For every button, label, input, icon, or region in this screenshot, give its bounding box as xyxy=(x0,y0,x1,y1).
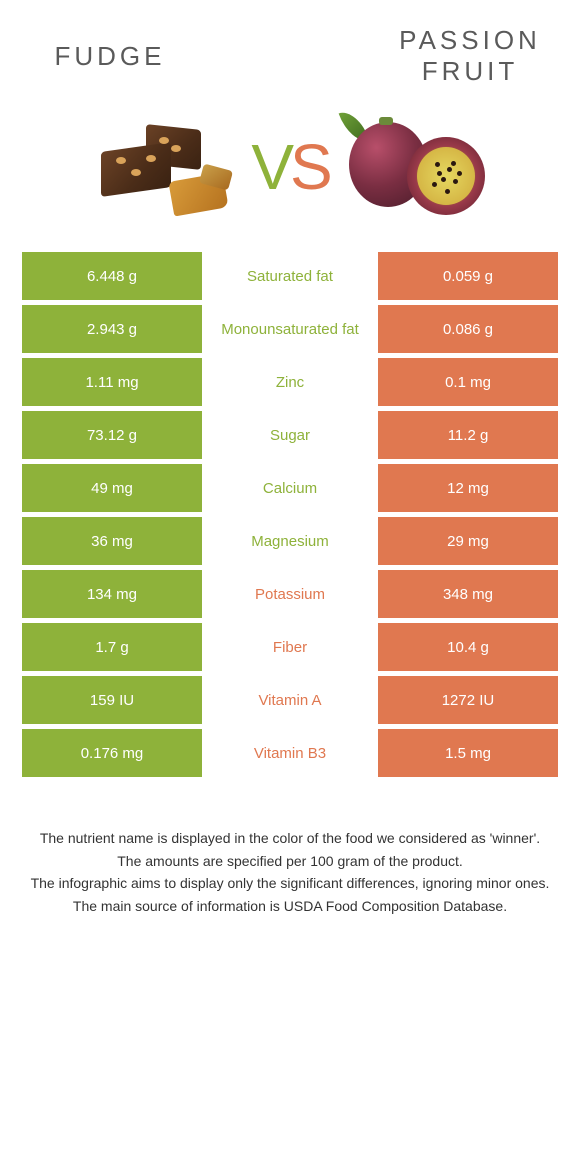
table-row: 134 mgPotassium348 mg xyxy=(22,570,558,618)
cell-right-value: 12 mg xyxy=(378,464,558,512)
cell-left-value: 73.12 g xyxy=(22,411,202,459)
cell-right-value: 0.059 g xyxy=(378,252,558,300)
images-row: VS xyxy=(0,97,580,252)
footer-line-3: The infographic aims to display only the… xyxy=(30,872,550,894)
cell-nutrient-label: Monounsaturated fat xyxy=(202,305,378,353)
footer-line-4: The main source of information is USDA F… xyxy=(30,895,550,917)
cell-right-value: 348 mg xyxy=(378,570,558,618)
footer-line-1: The nutrient name is displayed in the co… xyxy=(30,827,550,849)
cell-left-value: 134 mg xyxy=(22,570,202,618)
table-row: 49 mgCalcium12 mg xyxy=(22,464,558,512)
cell-right-value: 11.2 g xyxy=(378,411,558,459)
vs-s: S xyxy=(290,131,329,203)
header-titles: FUDGE PASSION FRUIT xyxy=(0,0,580,97)
cell-right-value: 10.4 g xyxy=(378,623,558,671)
table-row: 73.12 gSugar11.2 g xyxy=(22,411,558,459)
title-right: PASSION FRUIT xyxy=(380,25,560,87)
vs-v: V xyxy=(251,131,290,203)
cell-left-value: 6.448 g xyxy=(22,252,202,300)
cell-left-value: 0.176 mg xyxy=(22,729,202,777)
cell-nutrient-label: Vitamin A xyxy=(202,676,378,724)
cell-nutrient-label: Calcium xyxy=(202,464,378,512)
cell-nutrient-label: Sugar xyxy=(202,411,378,459)
passion-fruit-image xyxy=(339,107,489,227)
cell-left-value: 2.943 g xyxy=(22,305,202,353)
title-left: FUDGE xyxy=(20,41,200,72)
vs-label: VS xyxy=(251,130,328,204)
cell-right-value: 0.1 mg xyxy=(378,358,558,406)
table-row: 1.7 gFiber10.4 g xyxy=(22,623,558,671)
table-row: 159 IUVitamin A1272 IU xyxy=(22,676,558,724)
cell-nutrient-label: Potassium xyxy=(202,570,378,618)
table-row: 1.11 mgZinc0.1 mg xyxy=(22,358,558,406)
cell-left-value: 1.11 mg xyxy=(22,358,202,406)
cell-nutrient-label: Saturated fat xyxy=(202,252,378,300)
fudge-image xyxy=(91,107,241,227)
table-row: 0.176 mgVitamin B31.5 mg xyxy=(22,729,558,777)
cell-right-value: 29 mg xyxy=(378,517,558,565)
cell-nutrient-label: Vitamin B3 xyxy=(202,729,378,777)
cell-left-value: 36 mg xyxy=(22,517,202,565)
cell-right-value: 1272 IU xyxy=(378,676,558,724)
cell-left-value: 159 IU xyxy=(22,676,202,724)
table-row: 6.448 gSaturated fat0.059 g xyxy=(22,252,558,300)
cell-right-value: 1.5 mg xyxy=(378,729,558,777)
cell-left-value: 49 mg xyxy=(22,464,202,512)
footer-notes: The nutrient name is displayed in the co… xyxy=(0,782,580,937)
cell-nutrient-label: Zinc xyxy=(202,358,378,406)
table-row: 36 mgMagnesium29 mg xyxy=(22,517,558,565)
table-row: 2.943 gMonounsaturated fat0.086 g xyxy=(22,305,558,353)
cell-nutrient-label: Magnesium xyxy=(202,517,378,565)
comparison-table: 6.448 gSaturated fat0.059 g 2.943 gMonoun… xyxy=(0,252,580,777)
cell-nutrient-label: Fiber xyxy=(202,623,378,671)
footer-line-2: The amounts are specified per 100 gram o… xyxy=(30,850,550,872)
cell-right-value: 0.086 g xyxy=(378,305,558,353)
cell-left-value: 1.7 g xyxy=(22,623,202,671)
